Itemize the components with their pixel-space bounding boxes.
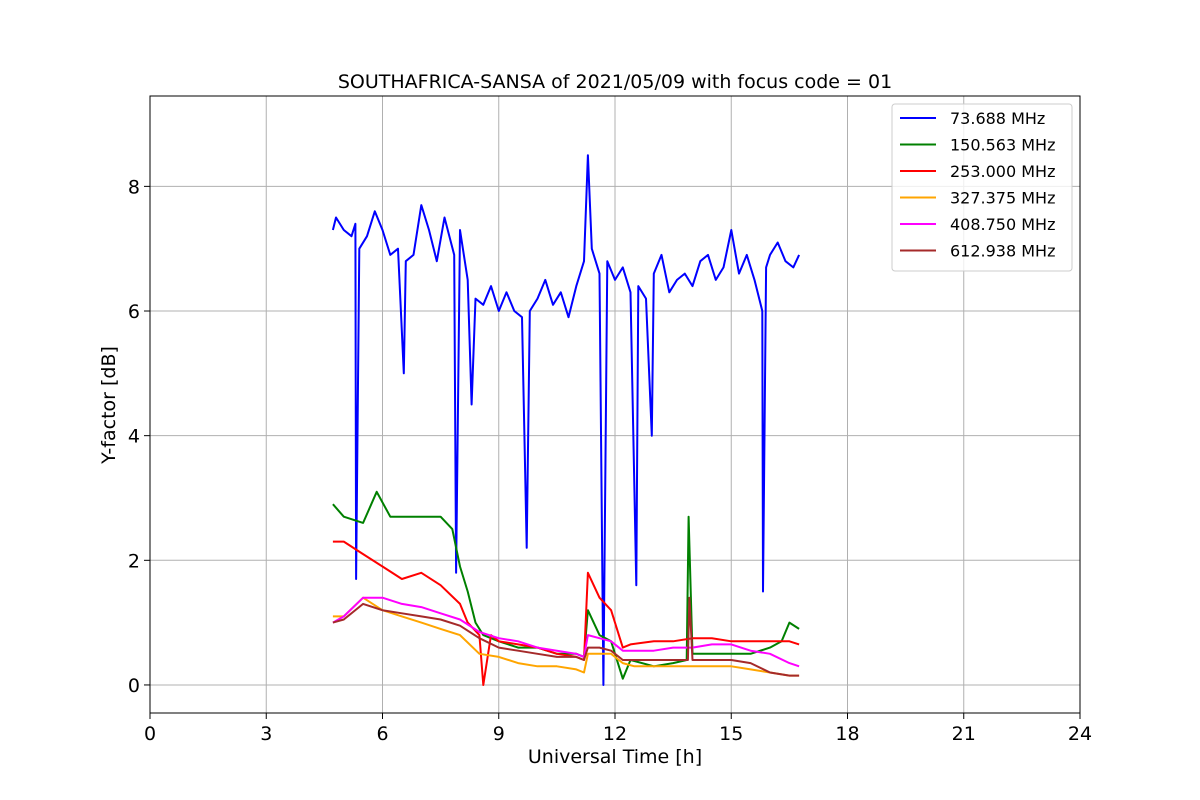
y-axis-ticks: 0 2 4 6 8	[128, 176, 150, 697]
y-tick-label: 8	[128, 176, 140, 198]
x-tick-label: 15	[719, 723, 743, 745]
plot-series	[331, 154, 801, 686]
x-axis-label: Universal Time [h]	[528, 746, 702, 768]
y-axis-label: Y-factor [dB]	[98, 346, 120, 465]
legend-label: 73.688 MHz	[950, 109, 1045, 128]
x-tick-label: 9	[493, 723, 505, 745]
x-tick-label: 6	[376, 723, 388, 745]
y-tick-label: 6	[128, 301, 140, 323]
legend-label: 408.750 MHz	[950, 215, 1055, 234]
legend-label: 253.000 MHz	[950, 162, 1055, 181]
x-tick-label: 3	[260, 723, 272, 745]
legend-box	[891, 103, 1073, 272]
series-line-2	[332, 540, 800, 686]
series-line-5	[332, 596, 800, 677]
legend-label: 327.375 MHz	[950, 189, 1055, 208]
series-line-3	[332, 596, 800, 677]
legend: 73.688 MHz 150.563 MHz 253.000 MHz 327.375 …	[891, 103, 1073, 272]
chart-title: SOUTHAFRICA-SANSA of 2021/05/09 with foc…	[338, 71, 892, 93]
x-tick-label: 0	[144, 723, 156, 745]
x-tick-label: 18	[835, 723, 859, 745]
legend-label: 612.938 MHz	[950, 242, 1055, 261]
series-line-0	[331, 154, 801, 686]
x-tick-label: 24	[1068, 723, 1092, 745]
x-tick-label: 21	[952, 723, 976, 745]
y-tick-label: 4	[128, 426, 140, 448]
legend-label: 150.563 MHz	[950, 136, 1055, 155]
y-tick-label: 0	[128, 675, 140, 697]
y-tick-label: 2	[128, 550, 140, 572]
x-axis-ticks: 0 3 6 9 12 15 18 21 24	[144, 713, 1092, 745]
x-tick-label: 12	[603, 723, 627, 745]
